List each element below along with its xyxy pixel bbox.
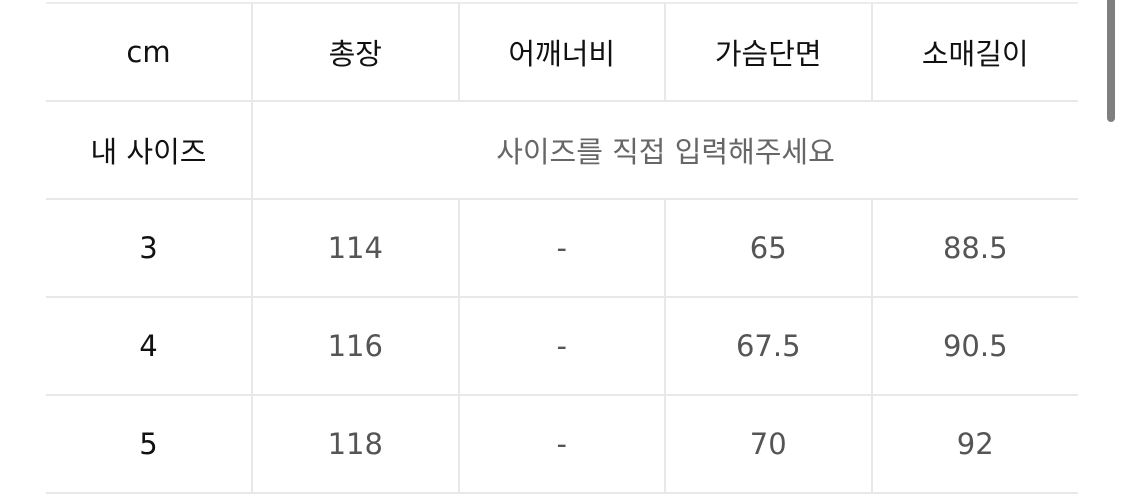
header-cell: 가슴단면	[664, 2, 873, 102]
my-size-label: 내 사이즈	[46, 100, 253, 200]
table-cell: 116	[251, 296, 460, 396]
table-cell: 65	[664, 198, 873, 298]
table-row: 3 114 - 65 88.5	[46, 198, 1078, 298]
header-cell: 총장	[251, 2, 460, 102]
header-cell: 소매길이	[870, 2, 1078, 102]
table-cell: 118	[251, 394, 460, 494]
size-label: 4	[46, 296, 253, 396]
size-label: 5	[46, 394, 253, 494]
table-cell: 114	[251, 198, 460, 298]
table-row: 5 118 - 70 92	[46, 394, 1078, 494]
scrollbar[interactable]	[1107, 0, 1115, 122]
my-size-input[interactable]: 사이즈를 직접 입력해주세요	[251, 100, 1078, 200]
size-chart-table: cm 총장 어깨너비 가슴단면 소매길이 내 사이즈 사이즈를 직접 입력해주세…	[46, 2, 1078, 494]
table-cell: -	[457, 198, 666, 298]
header-row: cm 총장 어깨너비 가슴단면 소매길이	[46, 2, 1078, 102]
size-label: 3	[46, 198, 253, 298]
table-cell: 88.5	[870, 198, 1078, 298]
table-cell: 67.5	[664, 296, 873, 396]
table-cell: 90.5	[870, 296, 1078, 396]
header-cell: cm	[46, 2, 253, 102]
table-cell: -	[457, 296, 666, 396]
table-row: 4 116 - 67.5 90.5	[46, 296, 1078, 396]
table-cell: -	[457, 394, 666, 494]
table-cell: 92	[870, 394, 1078, 494]
header-cell: 어깨너비	[457, 2, 666, 102]
table-cell: 70	[664, 394, 873, 494]
my-size-row: 내 사이즈 사이즈를 직접 입력해주세요	[46, 100, 1078, 200]
